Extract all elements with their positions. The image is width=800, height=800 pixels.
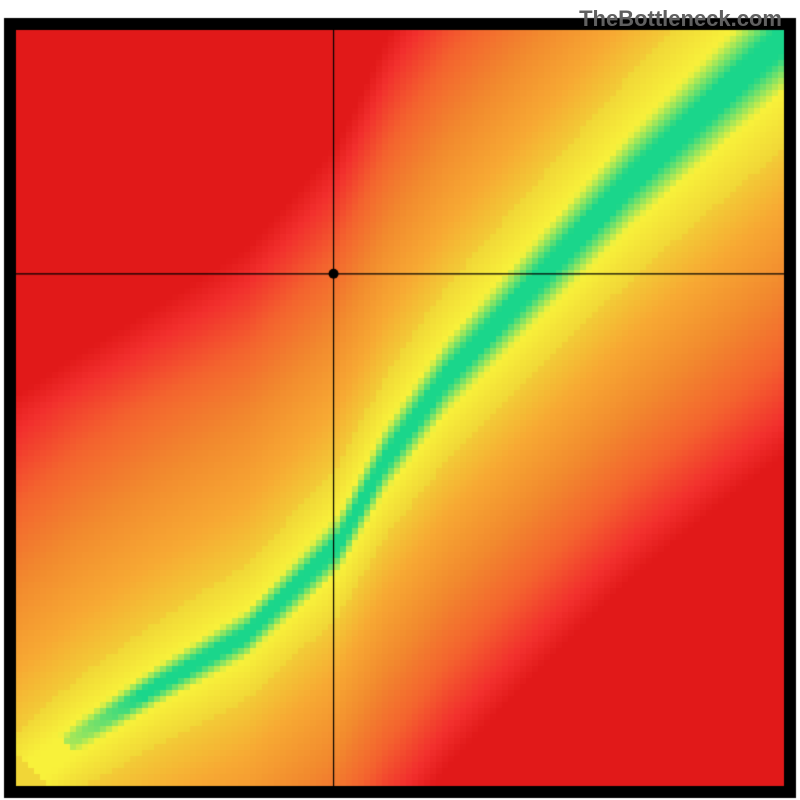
heatmap-canvas bbox=[0, 0, 800, 800]
chart-container: TheBottleneck.com bbox=[0, 0, 800, 800]
watermark-text: TheBottleneck.com bbox=[579, 6, 782, 32]
